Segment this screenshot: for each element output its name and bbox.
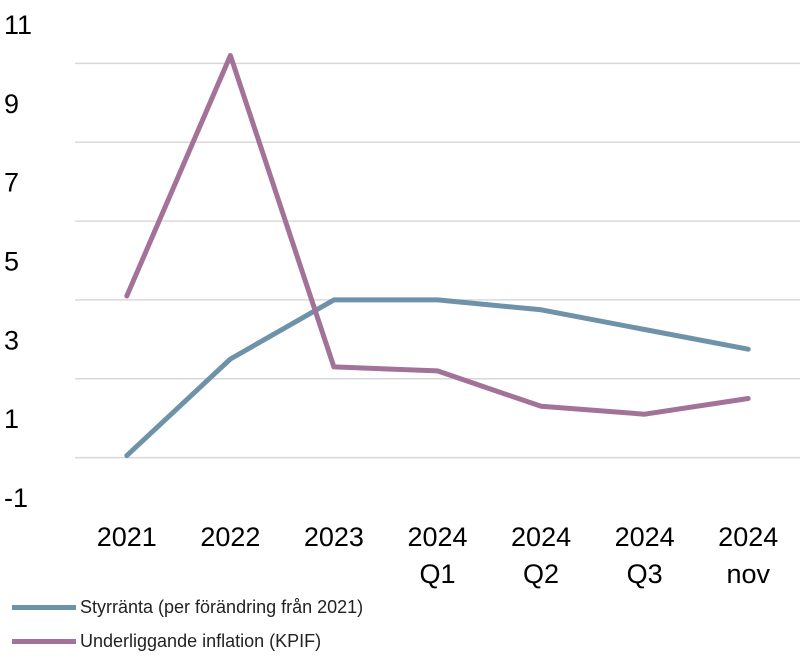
x-tick-label: 2023 — [304, 522, 364, 552]
y-tick-label: 9 — [4, 89, 19, 119]
legend-label-styrranta: Styrränta (per förändring från 2021) — [80, 597, 363, 618]
y-tick-label: 11 — [4, 10, 32, 40]
legend-item-styrranta: Styrränta (per förändring från 2021) — [12, 590, 363, 624]
series-line-1 — [127, 56, 748, 415]
legend-item-kpif: Underliggande inflation (KPIF) — [12, 624, 363, 658]
series-line-0 — [127, 300, 748, 456]
legend-swatch-styrranta — [12, 605, 76, 610]
y-tick-label: -1 — [4, 483, 28, 513]
y-tick-label: 5 — [4, 247, 19, 277]
x-tick-label: 2021 — [97, 522, 157, 552]
legend-swatch-kpif — [12, 639, 76, 644]
y-tick-label: 3 — [4, 325, 19, 355]
legend: Styrränta (per förändring från 2021) Und… — [12, 590, 363, 658]
y-tick-label: 1 — [4, 404, 19, 434]
legend-label-kpif: Underliggande inflation (KPIF) — [80, 631, 321, 652]
x-tick-label: 2022 — [200, 522, 260, 552]
y-tick-label: 7 — [4, 168, 19, 198]
